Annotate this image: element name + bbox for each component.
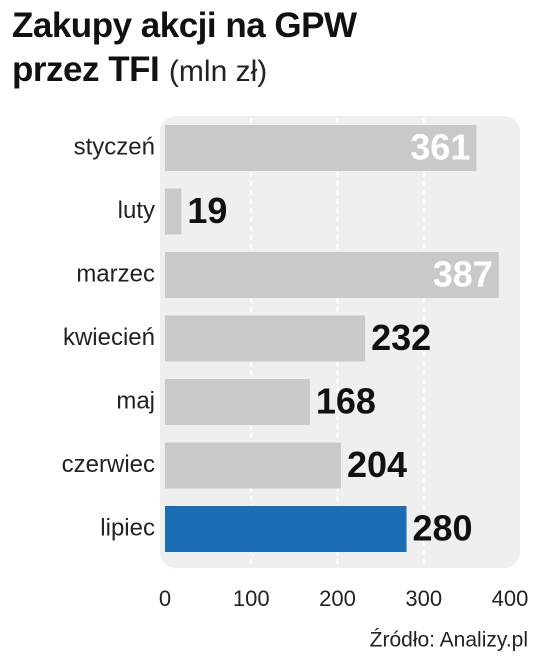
value-label: 19	[187, 190, 227, 231]
y-tick-label: maj	[116, 387, 155, 414]
header: Zakupy akcji na GPW przez TFI (mln zł)	[12, 4, 412, 94]
bar	[165, 442, 341, 489]
x-tick-label: 400	[492, 586, 529, 611]
y-tick-label: marzec	[76, 260, 155, 287]
y-tick-label: luty	[118, 197, 155, 224]
bar	[165, 125, 477, 171]
x-tick-label: 100	[233, 586, 270, 611]
value-label: 361	[410, 127, 470, 168]
bar	[165, 252, 499, 298]
source: Źródło: Analizy.pl	[370, 629, 528, 652]
bar	[165, 506, 407, 552]
bar	[165, 188, 182, 235]
x-tick-label: 200	[319, 586, 356, 611]
value-label: 387	[433, 254, 493, 295]
value-label: 168	[316, 381, 376, 422]
value-label: 204	[347, 444, 407, 485]
bar	[165, 379, 310, 425]
y-tick-label: styczeń	[74, 133, 155, 160]
x-tick-label: 300	[405, 586, 442, 611]
subtitle: (mln zł)	[168, 55, 268, 88]
bar	[165, 315, 366, 362]
value-label: 232	[371, 317, 431, 358]
y-tick-label: lipiec	[100, 514, 155, 541]
value-label: 280	[413, 508, 473, 549]
chart-title: Zakupy akcji na GPW przez TFI	[12, 6, 357, 89]
x-tick-label: 0	[159, 586, 171, 611]
y-tick-label: czerwiec	[62, 451, 155, 478]
y-tick-label: kwiecień	[63, 324, 155, 351]
